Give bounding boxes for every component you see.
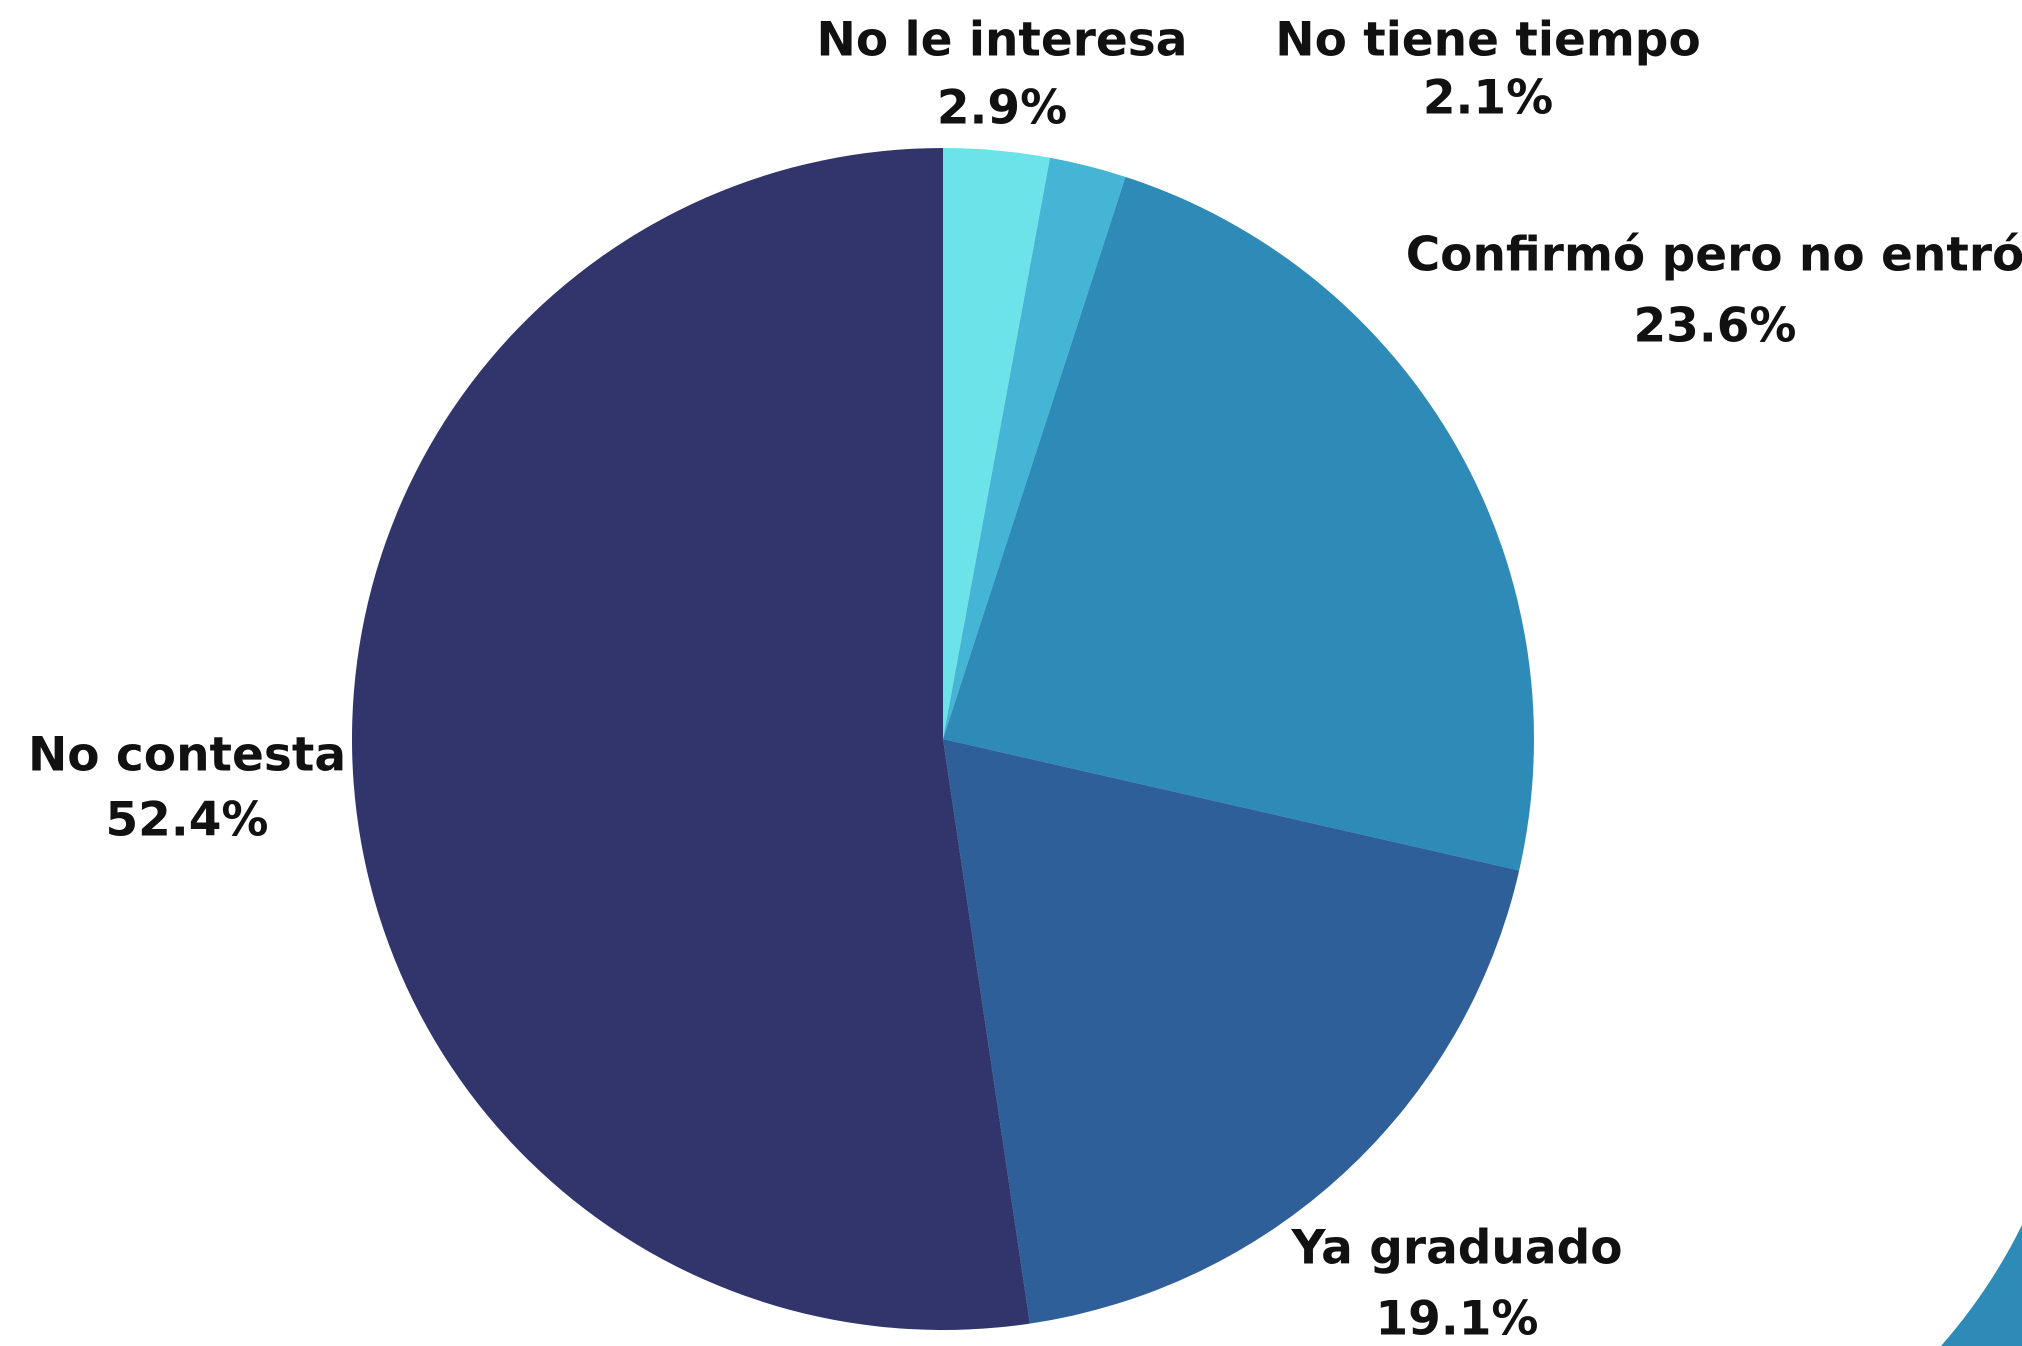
slice-label: Confirmó pero no entró [1406, 228, 2022, 283]
slice-label: Ya graduado [1290, 1221, 1622, 1276]
pie-slice [943, 157, 1126, 739]
slice-label: No le interesa [817, 13, 1188, 68]
pie-slice [943, 176, 1534, 871]
value-label: 2.9% [937, 81, 1067, 136]
value-label: 52.4% [105, 793, 268, 848]
pie-slice [352, 147, 1030, 1330]
value-label: 2.1% [1423, 71, 1553, 126]
pie-slice [943, 148, 1050, 739]
pie-slice [943, 739, 1520, 1324]
value-label: 23.6% [1633, 299, 1796, 354]
value-label: 19.1% [1375, 1292, 1538, 1346]
slice-label: No tiene tiempo [1275, 13, 1701, 68]
decoration [1941, 1225, 2022, 1346]
slice-label: No contesta [28, 728, 346, 783]
